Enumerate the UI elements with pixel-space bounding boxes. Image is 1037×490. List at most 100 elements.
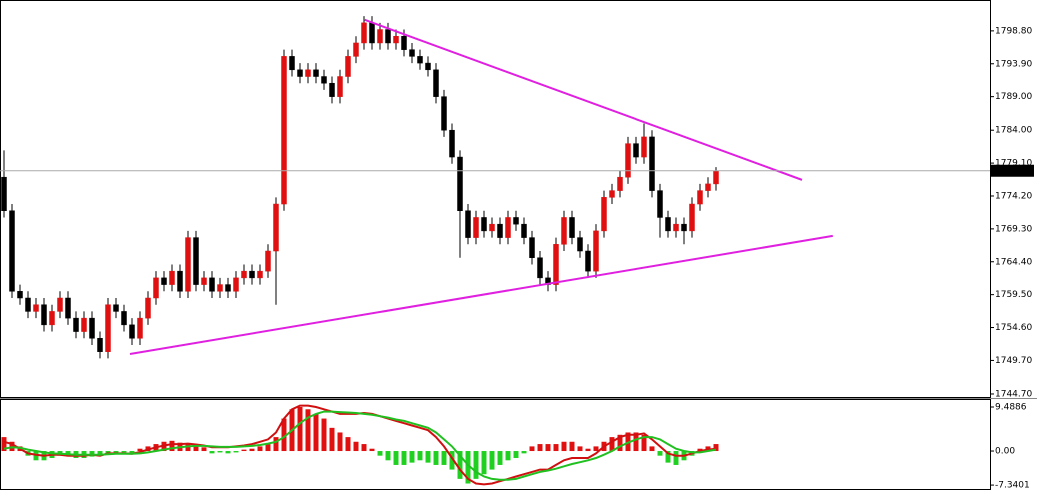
y-tick-label: 1789.00 — [995, 92, 1032, 102]
histogram-bar — [377, 451, 383, 456]
histogram-bar — [585, 448, 591, 452]
candle-body — [217, 284, 223, 292]
histogram-bar — [649, 446, 655, 452]
histogram-bar — [505, 451, 511, 461]
histogram-bar — [713, 444, 719, 452]
candle-body — [473, 217, 479, 238]
histogram-bar — [545, 444, 551, 452]
candle-body — [233, 277, 239, 292]
histogram-bar — [441, 451, 447, 465]
candle-body — [713, 170, 719, 185]
candle-body — [161, 277, 167, 285]
histogram-bar — [273, 437, 279, 452]
candle-body — [537, 257, 543, 279]
histogram-bar — [185, 444, 191, 452]
candle-body — [249, 270, 255, 279]
histogram-bar — [217, 451, 223, 453]
candle-body — [41, 304, 47, 326]
histogram-bar — [417, 451, 423, 461]
candle-body — [393, 35, 399, 44]
candle-body — [89, 317, 95, 339]
histogram-bar — [457, 451, 463, 479]
histogram-bar — [521, 451, 527, 454]
candle-body — [265, 250, 271, 272]
histogram-bar — [657, 451, 663, 456]
candle-body — [209, 277, 215, 292]
candle-body — [65, 297, 71, 319]
y-tick-label: 1744.70 — [995, 389, 1032, 399]
trendline — [364, 18, 803, 181]
histogram-bar — [361, 444, 367, 452]
histogram-bar — [529, 446, 535, 452]
candle-body — [649, 136, 655, 191]
histogram-bar — [697, 448, 703, 452]
candle-body — [401, 35, 407, 50]
candle-body — [73, 317, 79, 332]
histogram-bar — [201, 447, 207, 452]
candle-body — [273, 203, 279, 252]
histogram-bar — [113, 451, 119, 454]
histogram-bar — [313, 413, 319, 452]
candle-body — [377, 29, 383, 44]
histogram-bar — [321, 418, 327, 452]
histogram-bar — [665, 451, 671, 463]
candle-body — [609, 190, 615, 198]
candle-body — [353, 42, 359, 57]
candle-body — [313, 69, 319, 77]
candle-body — [409, 49, 415, 57]
histogram-bar — [553, 444, 559, 452]
candle-body — [225, 284, 231, 292]
candle-body — [337, 76, 343, 97]
candle-body — [705, 183, 711, 191]
histogram-bar — [409, 451, 415, 463]
y-tick-label: 1754.60 — [995, 323, 1032, 333]
price-label: 1777.96 — [993, 166, 1030, 176]
y-tick-label: 9.4886 — [995, 403, 1027, 413]
histogram-bar — [345, 437, 351, 452]
histogram-bar — [265, 444, 271, 452]
histogram-bar — [369, 448, 375, 452]
candle-body — [553, 244, 559, 285]
candle-body — [641, 136, 647, 158]
candle-body — [425, 62, 431, 71]
histogram-bar — [497, 451, 503, 465]
histogram-bar — [129, 451, 135, 453]
histogram-bar — [641, 434, 647, 452]
candle-body — [577, 237, 583, 252]
candle-body — [681, 223, 687, 232]
histogram-bar — [121, 451, 127, 453]
histogram-bar — [513, 451, 519, 458]
candle-body — [25, 297, 31, 312]
candle-body — [433, 69, 439, 97]
candle-body — [481, 217, 487, 232]
candle-body — [513, 217, 519, 225]
histogram-bar — [169, 440, 175, 452]
histogram-bar — [489, 451, 495, 470]
y-tick-label: 0.00 — [995, 447, 1015, 457]
candle-body — [441, 96, 447, 131]
candle-body — [33, 304, 39, 312]
candle-body — [153, 277, 159, 299]
histogram-bar — [537, 444, 543, 452]
histogram-bar — [473, 451, 479, 479]
histogram-bar — [385, 451, 391, 461]
candle-body — [345, 56, 351, 77]
histogram-bar — [257, 446, 263, 452]
histogram-bar — [425, 451, 431, 463]
candle-body — [673, 223, 679, 232]
candle-body — [121, 311, 127, 326]
candle-body — [241, 270, 247, 279]
histogram-bar — [281, 418, 287, 452]
candle-body — [585, 250, 591, 272]
candle-body — [297, 69, 303, 77]
histogram-bar — [449, 451, 455, 470]
candle-body — [105, 304, 111, 352]
candle-body — [457, 156, 463, 211]
candle-body — [665, 217, 671, 232]
candle-body — [185, 237, 191, 292]
candle-body — [657, 190, 663, 218]
candle-body — [1, 176, 7, 211]
candle-body — [505, 217, 511, 238]
candle-body — [569, 217, 575, 238]
